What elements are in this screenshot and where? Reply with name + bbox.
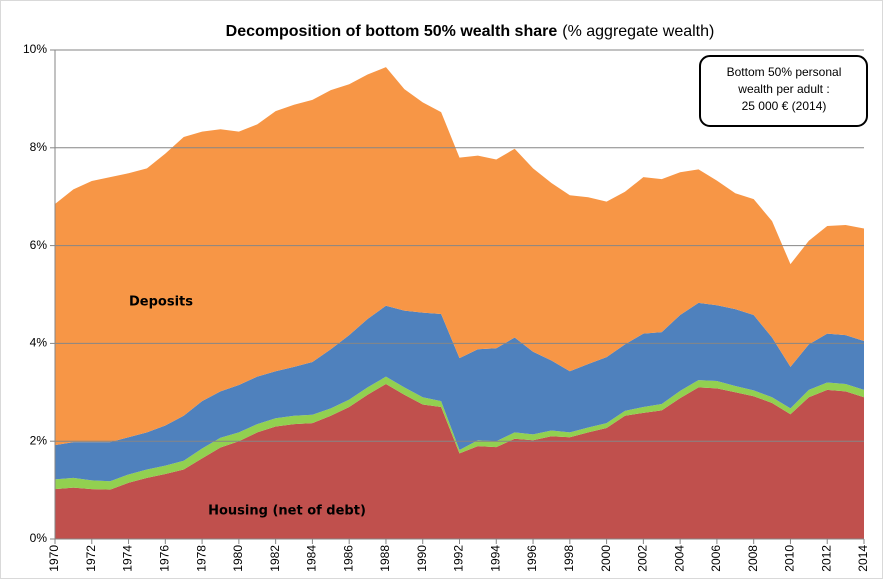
x-tick-label: 1976 bbox=[157, 545, 171, 572]
y-tick-label: 4% bbox=[30, 336, 48, 350]
x-tick-label: 1972 bbox=[84, 545, 98, 572]
x-tick-label: 1992 bbox=[452, 545, 466, 572]
y-tick-label: 0% bbox=[30, 531, 48, 545]
title: Decomposition of bottom 50% wealth share bbox=[226, 23, 558, 40]
x-tick-label: 1980 bbox=[231, 545, 245, 572]
x-tick-label: 2014 bbox=[856, 545, 870, 572]
x-tick-label: 1986 bbox=[341, 545, 355, 572]
x-tick-label: 2000 bbox=[599, 545, 613, 572]
chart-title: Decomposition of bottom 50% wealth share… bbox=[226, 23, 715, 40]
x-tick-label: 1974 bbox=[121, 545, 135, 572]
x-tick-label: 1988 bbox=[378, 545, 392, 572]
y-tick-label: 6% bbox=[30, 238, 48, 252]
area bbox=[55, 376, 864, 490]
annotation-line: wealth per adult : bbox=[737, 82, 829, 96]
x-tick-label: 1990 bbox=[415, 545, 429, 572]
annotation-line: Bottom 50% personal bbox=[727, 65, 842, 79]
x-tick-label: 2004 bbox=[672, 545, 686, 572]
x-tick-label: 1996 bbox=[525, 545, 539, 572]
x-tick-label: 1998 bbox=[562, 545, 576, 572]
x-tick-label: 2010 bbox=[783, 545, 797, 572]
area bbox=[55, 67, 864, 446]
y-tick-label: 10% bbox=[23, 42, 47, 56]
area bbox=[55, 302, 864, 482]
x-tick-label: 2012 bbox=[819, 545, 833, 572]
series-label: Deposits bbox=[129, 295, 193, 310]
x-tick-label: 2008 bbox=[746, 545, 760, 572]
annotation-box bbox=[699, 55, 868, 127]
annotation-line: 25 000 € (2014) bbox=[742, 99, 827, 113]
y-tick-label: 2% bbox=[30, 433, 48, 447]
x-tick-label: 1970 bbox=[47, 545, 61, 572]
x-tick-label: 1982 bbox=[268, 545, 282, 572]
x-tick-label: 1984 bbox=[305, 545, 319, 572]
series-label: Housing (net of debt) bbox=[208, 504, 366, 519]
subtitle: (% aggregate wealth) bbox=[562, 23, 714, 40]
x-tick-label: 2002 bbox=[636, 545, 650, 572]
x-tick-label: 1978 bbox=[194, 545, 208, 572]
area bbox=[55, 383, 864, 539]
plot: 0% 2% 4% 6% 8% 10% 1970 1972 1974 1976 1978 1980 198… bbox=[23, 42, 870, 572]
x-tick-label: 1994 bbox=[488, 545, 502, 572]
x-tick-label: 2006 bbox=[709, 545, 723, 572]
y-tick-label: 8% bbox=[30, 140, 48, 154]
